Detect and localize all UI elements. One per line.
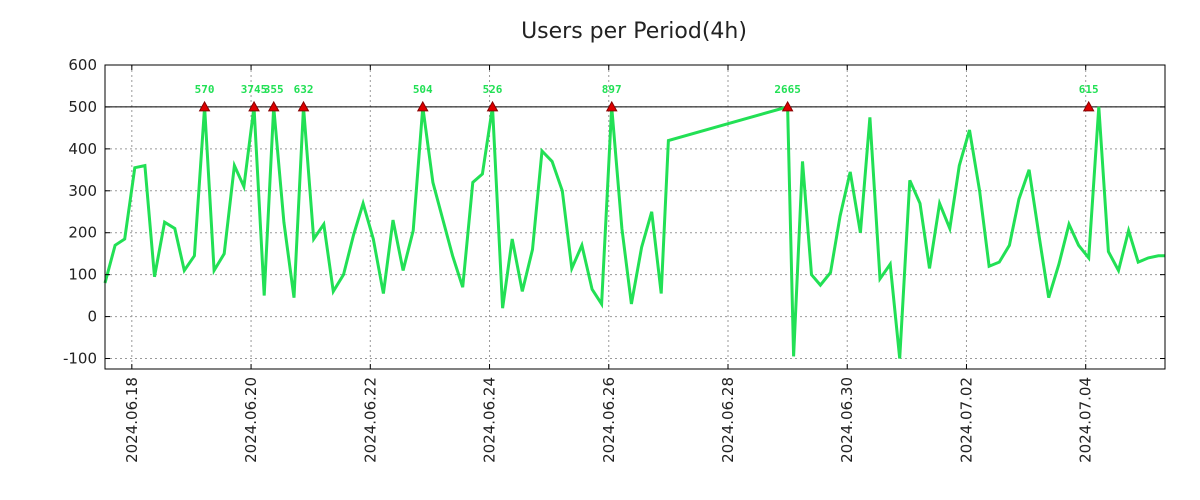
capped-point-marker: [781, 100, 794, 112]
plot-frame: [104, 64, 1166, 370]
y-tick-label: 0: [87, 308, 97, 326]
capped-point-marker: [416, 100, 429, 112]
x-axis-ticks: 2024.06.18 2024.06.20 2024.06.22 2024.06.24…: [123, 65, 1095, 463]
x-tick-label: 2024.07.04: [1077, 377, 1095, 463]
x-tick-label: 2024.06.18: [123, 377, 141, 463]
capped-point-marker: [267, 100, 280, 112]
capped-point-marker: [486, 100, 499, 112]
y-tick-label: 300: [68, 182, 97, 200]
x-tick-label: 2024.06.22: [361, 377, 379, 463]
capped-value-label: 3745: [241, 83, 268, 96]
series-line: [103, 104, 1165, 359]
y-tick-label: 500: [68, 98, 97, 116]
series-group: [103, 104, 1165, 359]
x-tick-label: 2024.06.28: [719, 377, 737, 463]
capped-value-label: 526: [483, 83, 503, 96]
capped-value-label: 632: [294, 83, 314, 96]
y-tick-label: 200: [68, 224, 97, 242]
capped-value-label: 897: [602, 83, 622, 96]
chart-title: Users per Period(4h): [521, 19, 747, 44]
y-axis-ticks: -100 0 100 200 300 400 500 600: [63, 56, 1165, 368]
capped-point-marker: [297, 100, 310, 112]
capped-value-label: 2665: [774, 83, 801, 96]
y-tick-label: 100: [68, 266, 97, 284]
y-tick-label: 400: [68, 140, 97, 158]
x-tick-label: 2024.06.20: [242, 377, 260, 463]
x-tick-label: 2024.06.30: [838, 377, 856, 463]
capped-markers-group: [198, 100, 1095, 112]
capped-point-marker: [248, 100, 260, 112]
capped-value-label: 570: [195, 83, 215, 96]
x-tick-label: 2024.06.26: [600, 377, 618, 463]
capped-value-label: 615: [1079, 83, 1099, 96]
capped-point-marker: [198, 100, 211, 112]
capped-point-marker: [1082, 100, 1095, 112]
capped-value-label: 355: [264, 83, 284, 96]
capped-point-marker: [605, 100, 618, 112]
x-tick-label: 2024.06.24: [481, 377, 499, 463]
y-tick-label: -100: [63, 350, 97, 368]
y-tick-label: 600: [68, 56, 97, 74]
grid: [105, 64, 1165, 369]
x-tick-label: 2024.07.02: [957, 377, 975, 463]
capped-value-label: 504: [413, 83, 433, 96]
